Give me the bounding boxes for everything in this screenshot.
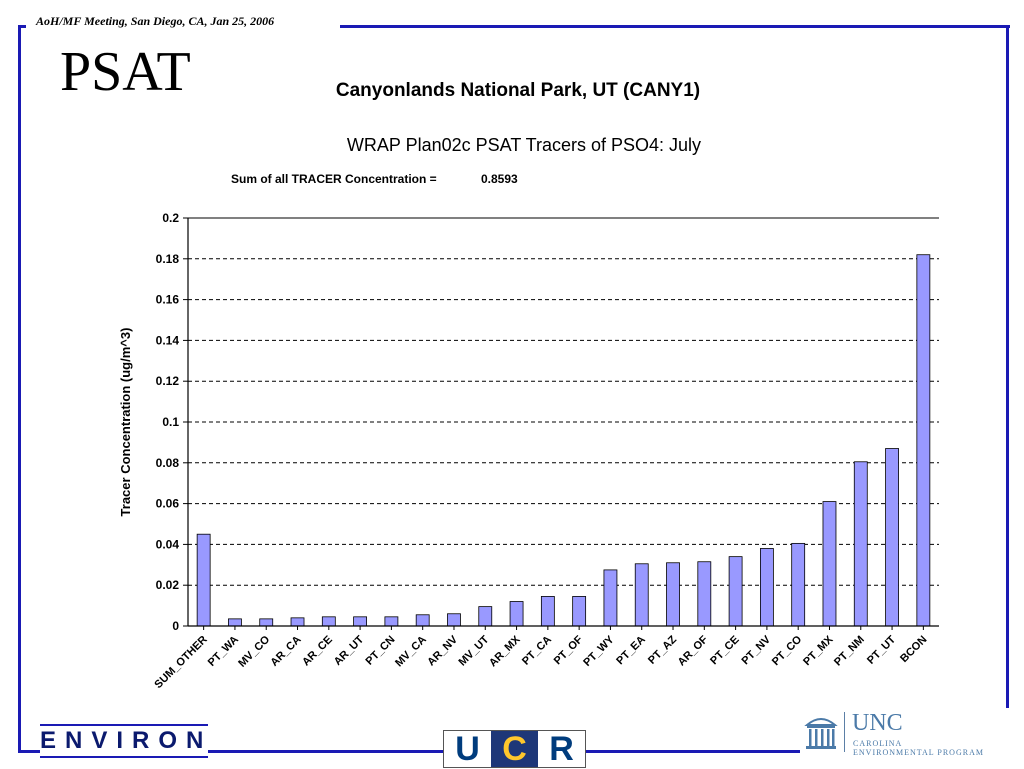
ucr-logo-letter: C: [491, 730, 538, 768]
bar: [603, 569, 618, 627]
axes: [183, 217, 939, 630]
bar: [572, 596, 587, 627]
x-tick-label: AR_NV: [425, 633, 460, 668]
y-tick-label: 0.08: [156, 456, 180, 470]
x-tick-label: MV_CA: [393, 634, 429, 670]
sum-value: 0.8593: [481, 172, 518, 186]
y-tick-label: 0.16: [156, 293, 180, 307]
ucr-logo-letter: U: [444, 730, 491, 768]
unc-subtitle: CAROLINA ENVIRONMENTAL PROGRAM: [853, 739, 984, 757]
y-tick-label: 0.02: [156, 578, 180, 592]
x-tick-label: MV_UT: [457, 633, 492, 668]
bar: [728, 556, 743, 627]
bar: [666, 562, 680, 627]
x-tick-label: PT_NV: [739, 633, 773, 667]
x-tick-labels: SUM_OTHERPT_WAMV_COAR_CAAR_CEAR_UTPT_CNM…: [152, 633, 929, 691]
x-tick-label: PT_CN: [364, 634, 398, 668]
bar: [916, 254, 931, 627]
bar: [259, 618, 274, 627]
y-tick-label: 0.06: [156, 497, 180, 511]
x-tick-label: PT_NM: [832, 634, 867, 669]
x-tick-label: PT_CO: [770, 633, 805, 668]
frame-top: [340, 25, 1010, 28]
x-tick-label: PT_WY: [581, 633, 617, 669]
x-tick-label: AR_MX: [487, 633, 523, 669]
y-axis-label: Tracer Concentration (ug/m^3): [118, 328, 133, 517]
bar: [634, 563, 649, 627]
chart-subtitle: WRAP Plan02c PSAT Tracers of PSO4: July: [347, 135, 701, 155]
unc-subtitle-line: CAROLINA: [853, 739, 903, 748]
bar: [228, 618, 242, 627]
x-tick-label: PT_WA: [206, 634, 241, 669]
bar: [290, 617, 305, 627]
x-tick-label: PT_CA: [520, 634, 554, 668]
unc-logo: UNC CAROLINA ENVIRONMENTAL PROGRAM: [800, 708, 1010, 757]
x-tick-label: MV_CO: [236, 633, 272, 669]
y-tick-label: 0.18: [156, 252, 180, 266]
x-tick-label: PT_UT: [865, 633, 898, 666]
bar: [759, 548, 774, 627]
y-tick-label: 0.1: [162, 415, 179, 429]
unc-subtitle-line: ENVIRONMENTAL PROGRAM: [853, 748, 984, 757]
bar: [885, 448, 899, 627]
bar: [697, 561, 712, 627]
bar-chart: Canyonlands National Park, UT (CANY1) WR…: [118, 80, 939, 691]
x-tick-label: SUM_OTHER: [152, 634, 209, 691]
meeting-header: AoH/MF Meeting, San Diego, CA, Jan 25, 2…: [32, 14, 279, 29]
bar: [478, 606, 493, 627]
x-tick-label: AR_UT: [332, 633, 367, 668]
bar: [321, 616, 336, 627]
slide-title: PSAT: [60, 41, 191, 103]
sum-label: Sum of all TRACER Concentration =: [231, 172, 437, 186]
bar: [853, 461, 868, 627]
y-tick-label: 0.2: [162, 211, 179, 225]
x-tick-label: AR_OF: [676, 633, 711, 668]
bar: [791, 542, 806, 627]
chart-title: Canyonlands National Park, UT (CANY1): [336, 80, 700, 101]
y-tick-label: 0.14: [156, 333, 180, 347]
x-tick-label: PT_EA: [614, 634, 648, 668]
old-well-icon: [804, 718, 838, 749]
unc-wordmark: UNC: [852, 710, 903, 736]
x-tick-label: PT_OF: [552, 633, 586, 667]
frame-top-left: [18, 25, 26, 28]
y-tick-label: 0.04: [156, 537, 180, 551]
bars: [196, 254, 931, 627]
x-tick-label: AR_CA: [268, 634, 303, 669]
bar: [415, 614, 430, 627]
x-tick-label: PT_CE: [708, 634, 742, 668]
bar: [540, 596, 555, 627]
bar: [196, 533, 211, 627]
x-tick-label: PT_AZ: [646, 633, 679, 666]
x-tick-label: PT_MX: [801, 633, 836, 668]
bar: [353, 616, 368, 627]
x-tick-label: AR_CE: [300, 634, 335, 669]
unc-divider: [844, 712, 845, 752]
ucr-logo: U C R: [443, 730, 586, 768]
y-tick-label: 0.12: [156, 374, 180, 388]
y-tick-label: 0: [172, 619, 179, 633]
y-tick-labels: 0 0.02 0.04 0.06 0.08 0.1 0.12 0.14 0.16 0.18 0.2: [156, 211, 180, 633]
bar: [384, 616, 399, 627]
frame-left: [18, 25, 21, 753]
bar: [822, 501, 837, 627]
gridlines: [188, 258, 939, 586]
frame-right: [1006, 25, 1009, 753]
x-tick-label: BCON: [898, 634, 929, 665]
environ-logo: ENVIRON: [40, 724, 208, 758]
bar: [447, 613, 461, 627]
bar: [509, 601, 524, 627]
ucr-logo-letter: R: [538, 730, 585, 768]
